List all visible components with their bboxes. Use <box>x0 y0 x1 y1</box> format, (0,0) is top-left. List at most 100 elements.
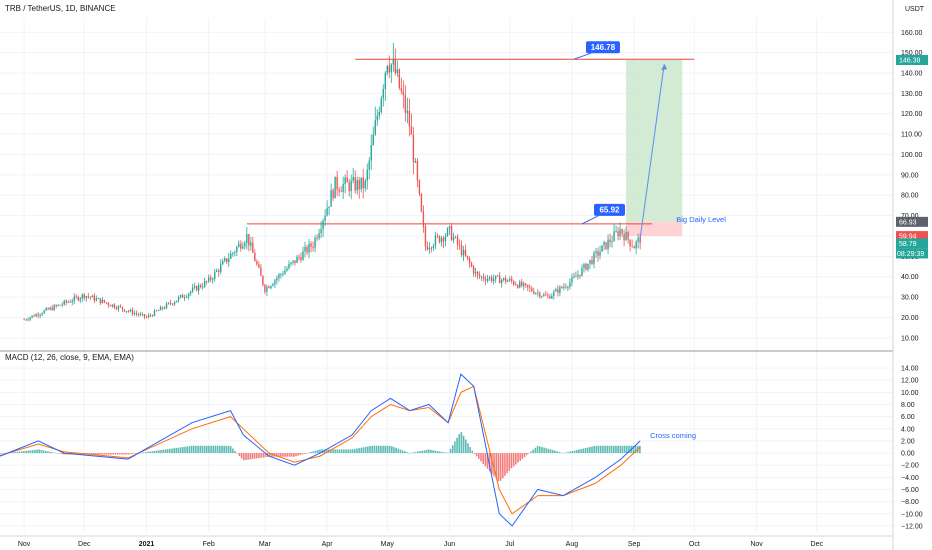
macd-line <box>0 373 641 527</box>
macd-histogram-bar <box>262 453 265 458</box>
candle <box>246 226 248 250</box>
candle <box>599 245 601 260</box>
candle-body <box>408 110 411 127</box>
macd-histogram-bar <box>279 453 282 457</box>
candle <box>402 80 405 109</box>
macd-axis[interactable]: −12.00 −10.00 −8.00 −6.00 −4.00 −2.00 0.00 2.00… <box>901 366 923 531</box>
candle <box>75 294 77 299</box>
candle-body <box>639 237 641 243</box>
candle-body <box>426 246 429 250</box>
candle-body <box>252 242 254 253</box>
target-zone[interactable] <box>626 60 683 222</box>
macd-tick-label: 2.00 <box>901 438 915 445</box>
candle <box>334 176 336 199</box>
candle-body <box>326 208 328 216</box>
candle <box>575 271 577 278</box>
macd-histogram-bar <box>164 449 167 454</box>
candle <box>151 314 154 318</box>
time-axis[interactable]: Nov Dec 2021 Feb Mar Apr May Jun Jul Aug Sep Oct Nov… <box>18 541 824 548</box>
candle <box>264 283 266 294</box>
candle-body <box>376 115 378 121</box>
candle-body <box>85 296 87 299</box>
candle-body <box>139 314 142 315</box>
candle-body <box>177 297 180 301</box>
candle <box>216 268 218 273</box>
candle <box>364 178 366 192</box>
candle <box>496 274 499 277</box>
macd-histogram-bar <box>404 451 406 454</box>
candle <box>332 188 334 202</box>
candle <box>619 222 621 240</box>
macd-histogram-bar <box>430 449 432 454</box>
chart-symbol-title[interactable]: TRB / TetherUS, 1D, BINANCE <box>5 4 116 13</box>
stop-zone[interactable] <box>626 221 683 237</box>
macd-histogram-bar <box>469 446 471 454</box>
candle-body <box>378 111 380 116</box>
macd-histogram-bar <box>462 435 465 454</box>
macd-histogram-bar <box>319 449 321 454</box>
candle <box>302 246 304 261</box>
candle <box>242 241 244 250</box>
candle <box>294 260 296 266</box>
macd-histogram-bar <box>519 453 521 461</box>
currency-label[interactable]: USDT <box>905 6 925 13</box>
macd-histogram-bar <box>423 450 426 454</box>
macd-histogram-bar <box>467 443 469 454</box>
candle-body <box>296 256 298 263</box>
candle-body <box>436 235 439 237</box>
macd-histogram-bar <box>275 453 278 457</box>
candle-body <box>553 291 555 296</box>
candle-body <box>193 286 196 288</box>
macd-histogram-bar <box>127 453 130 455</box>
macd-histogram-bar <box>293 453 295 457</box>
candle-body <box>486 278 489 281</box>
macd-histogram-bar <box>351 449 354 454</box>
macd-histogram-bar <box>360 447 363 454</box>
macd-title[interactable]: MACD (12, 26, close, 9, EMA, EMA) <box>5 353 134 362</box>
macd-histogram-bar <box>388 445 391 454</box>
candle-body <box>45 308 47 311</box>
candle <box>207 274 210 283</box>
candle <box>336 170 338 196</box>
macd-histogram-bar <box>401 450 404 454</box>
candle-body <box>366 169 368 181</box>
macd-histogram-bar <box>203 445 206 454</box>
macd-histogram-bar <box>31 450 34 454</box>
macd-histogram-bar <box>382 445 384 454</box>
candle-body <box>336 176 338 190</box>
price-tick-label: 80.00 <box>901 193 919 200</box>
candle-body <box>462 250 465 256</box>
candle <box>384 71 386 101</box>
candle <box>272 282 274 287</box>
candle <box>127 310 130 313</box>
candle <box>248 233 250 252</box>
entry-price-callout[interactable]: 65.92 <box>581 203 625 225</box>
macd-histogram-bar <box>617 445 619 454</box>
candle <box>392 42 395 72</box>
macd-histogram-bar <box>604 445 606 454</box>
candle-body <box>105 302 108 304</box>
target-price-callout[interactable]: 146.78 <box>573 41 620 60</box>
forecast-arrow-line[interactable] <box>639 64 665 239</box>
macd-histogram-bar <box>541 446 543 454</box>
candle <box>224 256 226 263</box>
macd-histogram-bar <box>131 453 134 454</box>
candle-body <box>494 275 497 279</box>
candle <box>99 298 102 305</box>
macd-histogram-bar <box>545 448 548 454</box>
candle-body <box>360 177 362 190</box>
candle <box>121 306 124 313</box>
macd-histogram-bar <box>332 449 334 454</box>
candle-body <box>613 231 615 242</box>
price-scale-label-box <box>896 55 928 66</box>
candle-body <box>458 244 461 246</box>
candle <box>517 284 519 289</box>
macd-histogram-bar <box>295 453 297 457</box>
candle-body <box>563 286 565 288</box>
macd-histogram-bar <box>482 453 484 464</box>
candle-body <box>442 237 445 242</box>
candle-body <box>312 246 314 248</box>
macd-histogram-bar <box>306 453 308 454</box>
macd-histogram-bar <box>238 453 241 456</box>
